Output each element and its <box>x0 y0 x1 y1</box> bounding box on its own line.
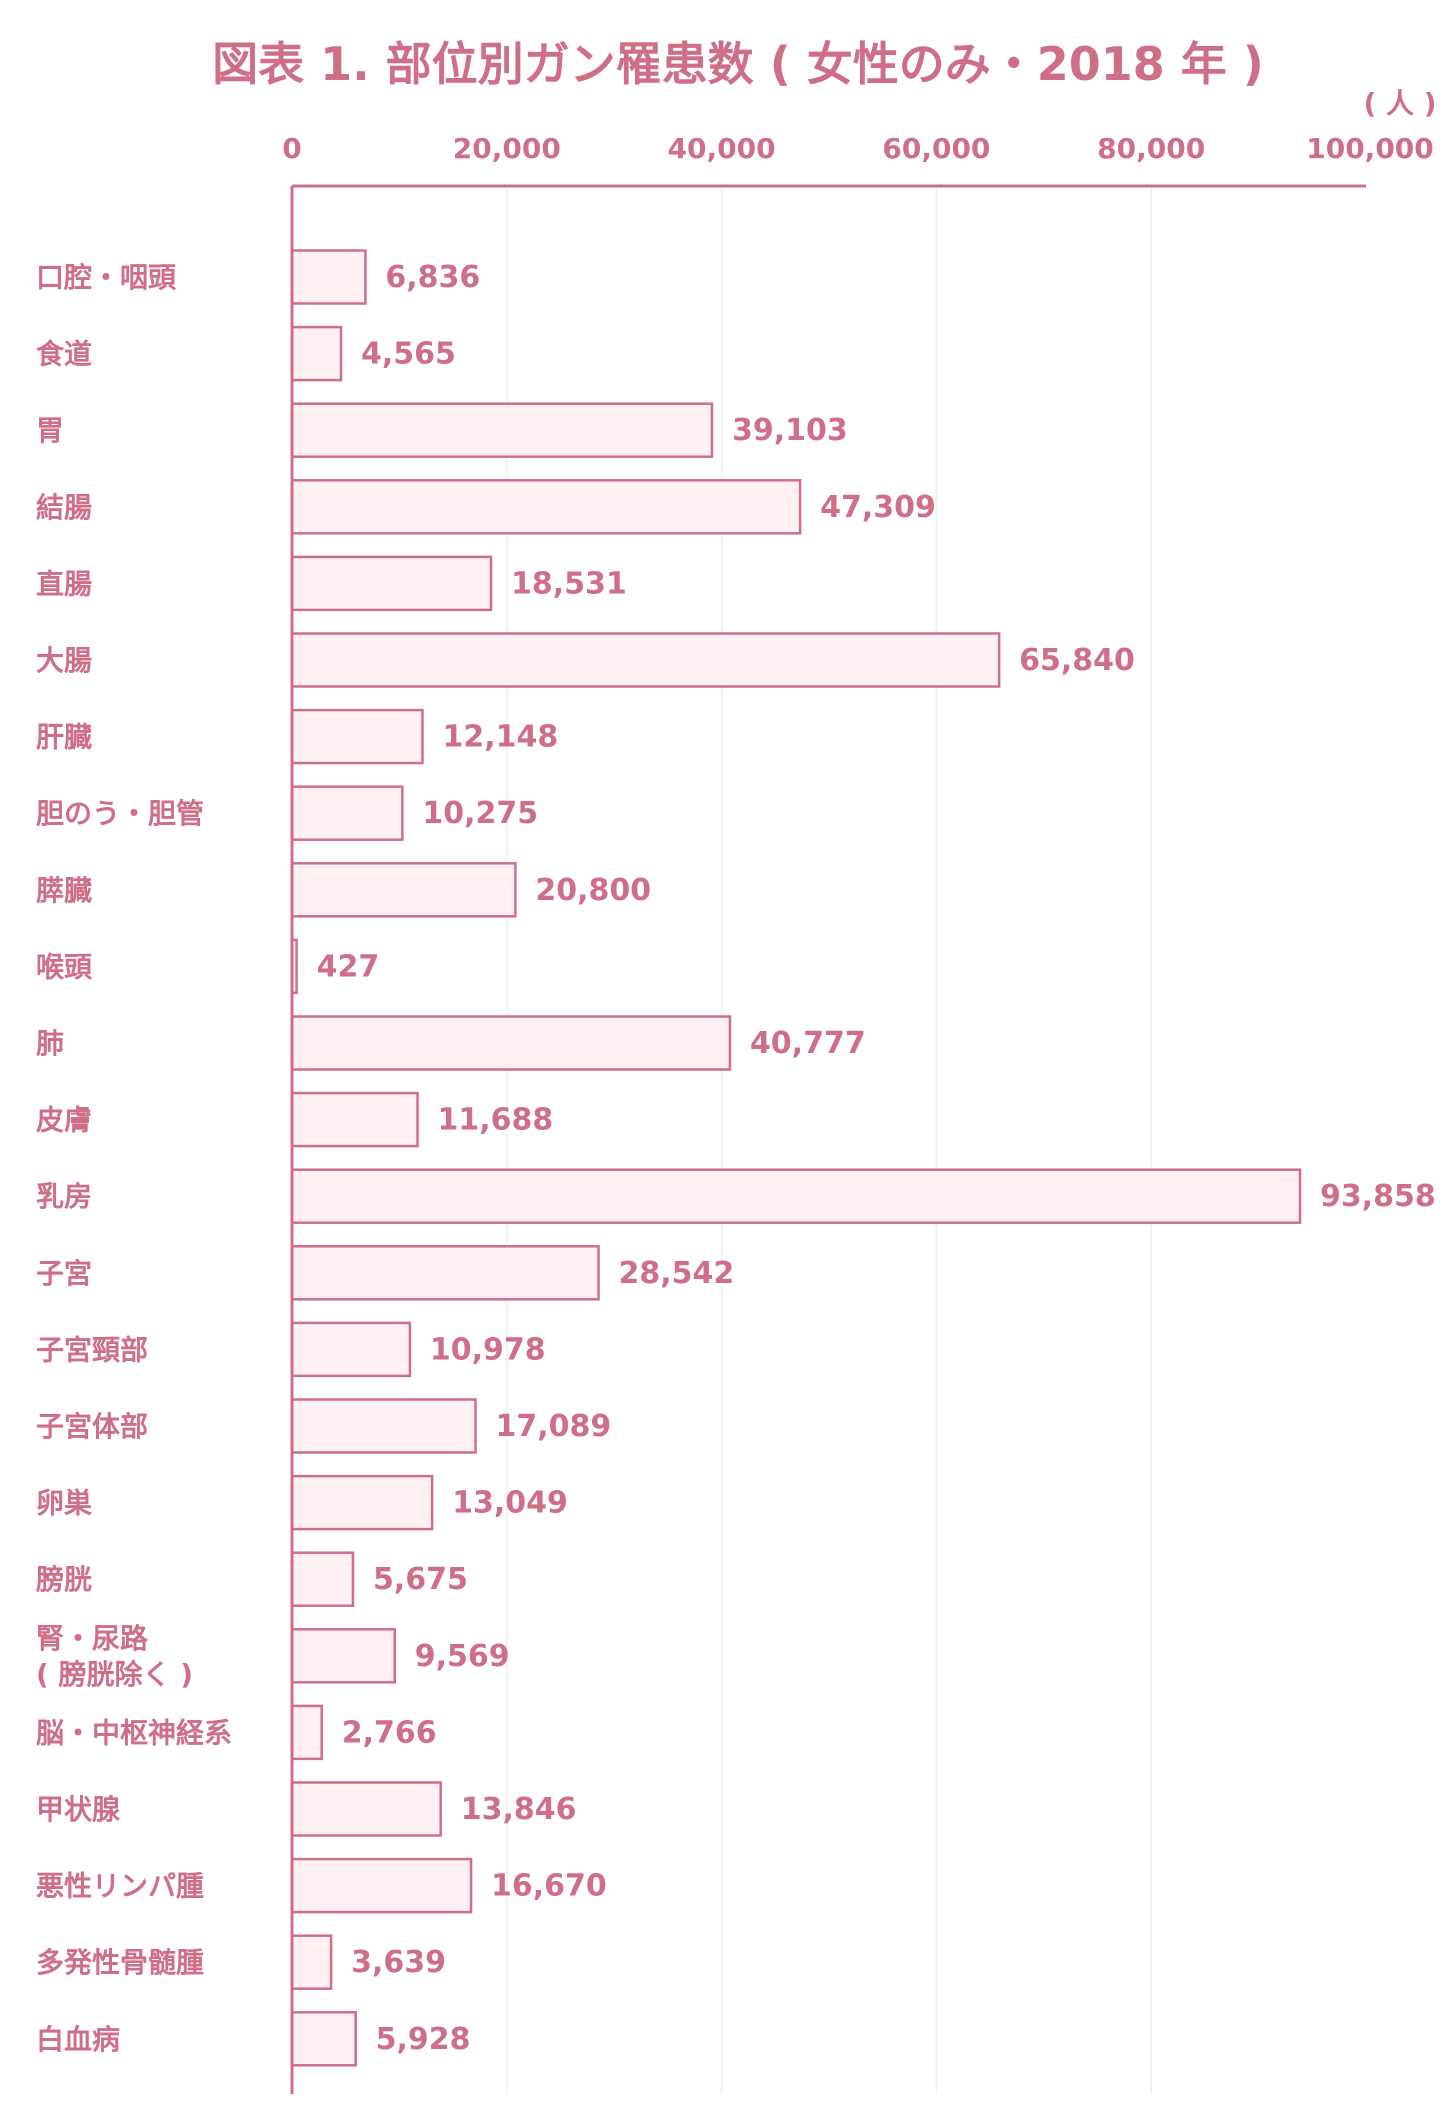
bar <box>290 632 1001 688</box>
bar <box>290 402 714 458</box>
bar <box>290 325 343 382</box>
category-label: 結腸 <box>36 491 92 524</box>
category-label: 腎・尿路 <box>36 1622 149 1655</box>
grid-lines <box>506 186 1152 2094</box>
x-tick-label: 100,000 <box>1306 132 1434 165</box>
value-label: 2,766 <box>342 1715 437 1750</box>
bar <box>290 1934 333 1990</box>
value-label: 13,846 <box>461 1792 577 1827</box>
x-tick-label: 20,000 <box>453 132 561 165</box>
bar <box>290 1551 355 1607</box>
bar <box>290 1398 477 1454</box>
category-label: 甲状腺 <box>36 1793 121 1826</box>
bar <box>290 1091 419 1148</box>
value-label: 6,836 <box>385 260 480 295</box>
value-label: 20,800 <box>535 873 651 908</box>
x-tick-label: 60,000 <box>882 132 990 165</box>
x-tick-label: 0 <box>282 132 301 165</box>
category-label: 食道 <box>36 338 92 371</box>
category-label: 肝臓 <box>36 721 92 754</box>
category-label: 悪性リンパ腫 <box>36 1870 204 1903</box>
bar <box>290 1857 473 1914</box>
category-label: 子宮体部 <box>36 1410 148 1443</box>
value-label: 9,569 <box>415 1639 510 1674</box>
value-label: 11,688 <box>438 1103 554 1138</box>
axes <box>290 184 1366 2094</box>
value-labels: 6,836 4,565 39,103 47,309 18,531 65,840 12,148… <box>317 260 1436 2057</box>
value-label: 3,639 <box>351 1945 446 1980</box>
value-label: 93,858 <box>1320 1179 1436 1214</box>
category-label: 皮膚 <box>36 1104 92 1137</box>
category-label: 胆のう・胆管 <box>36 797 204 830</box>
value-label: 18,531 <box>511 566 627 601</box>
value-label: 12,148 <box>442 720 558 755</box>
category-label: 膀胱 <box>35 1563 92 1596</box>
value-label: 4,565 <box>361 337 456 372</box>
value-label: 5,928 <box>376 2022 471 2057</box>
category-label: 膵臓 <box>36 874 92 907</box>
bar <box>290 1015 732 1071</box>
value-label: 13,049 <box>452 1486 568 1521</box>
value-label: 5,675 <box>373 1562 468 1597</box>
category-label: ( 膀胱除く ) <box>36 1658 193 1691</box>
category-label: 卵巣 <box>36 1487 93 1520</box>
unit-label: ( 人 ) <box>1363 87 1436 120</box>
category-label: 直腸 <box>36 567 92 600</box>
bars <box>290 249 1302 2067</box>
bar <box>290 1704 323 1761</box>
bar <box>290 479 802 535</box>
bar <box>290 249 367 305</box>
bar <box>290 1321 412 1378</box>
bar <box>290 1245 600 1301</box>
bar <box>290 2011 357 2067</box>
category-label: 喉頭 <box>36 950 93 983</box>
chart-title: 図表 1. 部位別ガン罹患数 ( 女性のみ・2018 年 ) <box>212 37 1264 91</box>
value-label: 47,309 <box>820 490 936 525</box>
category-label: 口腔・咽頭 <box>36 261 177 294</box>
category-label: 脳・中枢神経系 <box>36 1716 232 1749</box>
category-label: 多発性骨髄腫 <box>36 1946 204 1979</box>
category-label: 大腸 <box>36 644 92 677</box>
bar <box>290 862 517 918</box>
category-label: 子宮 <box>36 1257 92 1290</box>
category-labels: 口腔・咽頭食道胃結腸直腸大腸肝臓胆のう・胆管膵臓喉頭肺皮膚乳房子宮子宮頸部子宮体… <box>35 261 232 2056</box>
value-label: 10,978 <box>430 1332 546 1367</box>
value-label: 65,840 <box>1019 643 1135 678</box>
category-label: 胃 <box>36 414 64 447</box>
value-label: 16,670 <box>491 1869 607 1904</box>
category-label: 乳房 <box>36 1180 92 1213</box>
value-label: 427 <box>317 949 380 984</box>
bar <box>290 1168 1302 1224</box>
x-tick-label: 40,000 <box>668 132 776 165</box>
bar <box>290 555 493 612</box>
bar <box>290 1781 442 1837</box>
bar <box>290 785 404 841</box>
x-tick-label: 80,000 <box>1097 132 1205 165</box>
category-label: 子宮頸部 <box>36 1333 148 1366</box>
value-label: 28,542 <box>619 1256 735 1291</box>
value-label: 39,103 <box>732 413 848 448</box>
value-label: 10,275 <box>422 796 538 831</box>
bar <box>290 708 424 765</box>
bar <box>290 1474 434 1531</box>
category-label: 肺 <box>36 1027 64 1060</box>
value-label: 17,089 <box>496 1409 612 1444</box>
x-axis-ticks: 0 20,000 40,000 60,000 80,000 100,000 <box>282 132 1434 165</box>
value-label: 40,777 <box>750 1026 866 1061</box>
category-label: 白血病 <box>36 2023 120 2056</box>
bar <box>290 1628 397 1684</box>
